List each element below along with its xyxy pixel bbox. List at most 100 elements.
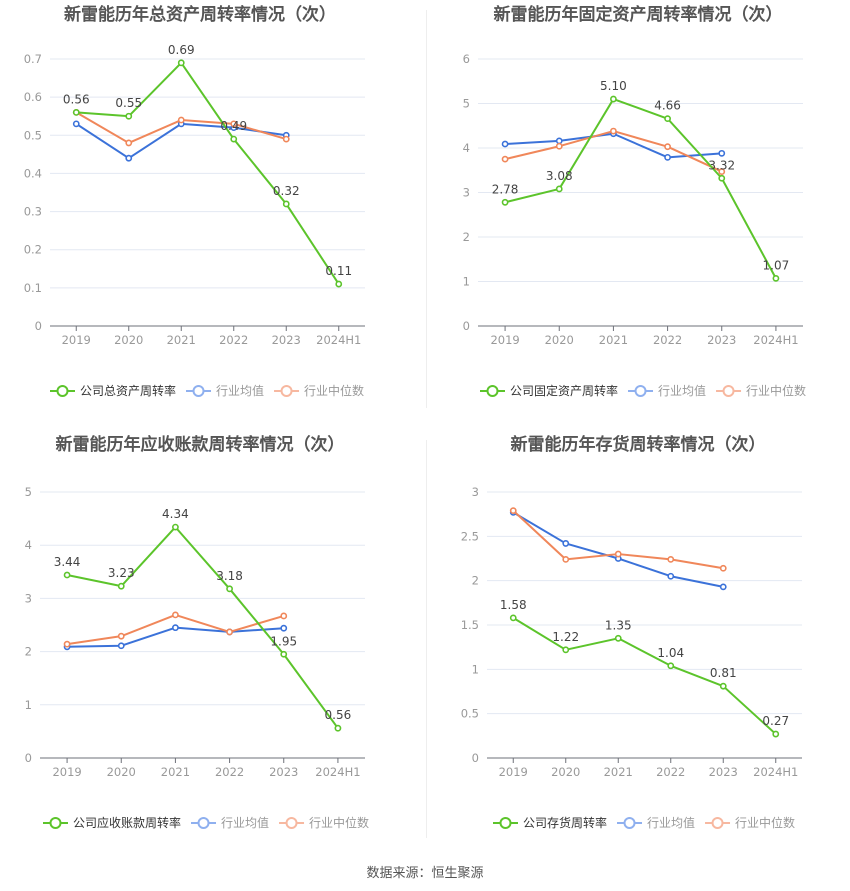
data-label: 0.69 <box>168 43 195 57</box>
legend-item-company[interactable]: 公司应收账款周转率 <box>43 815 181 830</box>
data-point-company <box>772 730 780 738</box>
data-point-median <box>555 142 563 150</box>
data-label: 3.08 <box>546 169 573 183</box>
y-tick-label: 0.2 <box>24 243 42 257</box>
legend-marker-icon <box>623 817 636 829</box>
y-tick-label: 5 <box>463 97 470 111</box>
chart-svg: 新雷能历年总资产周转率情况（次） 0 0.1 0.2 0.3 0.4 0.5 0.6 0.7 20… <box>24 4 365 398</box>
data-label: 0.56 <box>325 708 352 722</box>
legend-marker-icon <box>711 817 724 829</box>
data-point-median <box>509 507 517 515</box>
y-tick-label: 4 <box>25 538 32 552</box>
panel-divider <box>426 440 427 838</box>
legend-item-median[interactable]: 行业中位数 <box>705 815 795 830</box>
data-point-median <box>501 155 509 163</box>
data-label: 1.35 <box>605 618 632 632</box>
legend-marker-icon <box>192 385 205 397</box>
data-label: 5.10 <box>600 79 627 93</box>
data-point-company <box>562 646 570 654</box>
data-label: 1.58 <box>500 598 527 612</box>
legend-marker-icon <box>499 817 512 829</box>
data-label: 0.81 <box>710 666 737 680</box>
series-line-company <box>504 98 777 279</box>
y-tick-label: 0.1 <box>24 281 42 295</box>
chart-title: 新雷能历年应收账款周转率情况（次） <box>56 434 345 455</box>
data-label: 3.44 <box>54 555 81 569</box>
chart-fixed-asset-turnover: 新雷能历年固定资产周转率情况（次） 0 1 2 3 4 5 6 2019 2020 2021 2022… <box>425 0 850 430</box>
data-point-median <box>117 632 125 640</box>
data-point-median <box>282 135 290 143</box>
chart-total-asset-turnover: 新雷能历年总资产周转率情况（次） 0 0.1 0.2 0.3 0.4 0.5 0.6 0.7 20… <box>0 0 425 430</box>
data-point-average <box>72 120 80 128</box>
data-point-company <box>282 200 290 208</box>
y-tick-label: 5 <box>25 485 32 499</box>
chart-inventory-turnover: 新雷能历年存货周转率情况（次） 0 0.5 1 1.5 2 2.5 3 2019 2020 2021… <box>425 430 850 860</box>
legend-item-company[interactable]: 公司固定资产周转率 <box>480 383 618 398</box>
x-tick-label: 2019 <box>62 333 91 347</box>
chart-title: 新雷能历年固定资产周转率情况（次） <box>494 4 783 25</box>
data-label: 3.32 <box>708 158 735 172</box>
y-tick-label: 0 <box>25 751 32 765</box>
x-tick-label: 2024H1 <box>753 765 798 779</box>
y-tick-label: 0 <box>463 319 470 333</box>
legend-label: 公司总资产周转率 <box>80 383 176 398</box>
data-point-company <box>226 585 233 593</box>
data-point-company <box>719 682 727 690</box>
data-point-average <box>280 624 288 632</box>
data-point-company <box>555 185 563 193</box>
legend-label: 行业均值 <box>221 815 269 830</box>
x-tick-label: 2019 <box>499 765 528 779</box>
legend-label: 行业中位数 <box>735 815 795 830</box>
data-label: 0.56 <box>63 92 90 106</box>
legend-item-average[interactable]: 行业均值 <box>186 383 264 398</box>
data-label: 0.27 <box>762 714 789 728</box>
x-tick-label: 2023 <box>272 333 301 347</box>
chart-svg: 新雷能历年存货周转率情况（次） 0 0.5 1 1.5 2 2.5 3 2019 2020 2021… <box>461 434 802 830</box>
data-point-company <box>509 614 517 622</box>
series-line-company <box>512 617 777 735</box>
data-point-average <box>172 624 179 632</box>
y-tick-label: 6 <box>463 52 470 66</box>
data-label: 1.22 <box>552 630 579 644</box>
data-label: 4.34 <box>162 507 189 521</box>
series-line-average <box>505 132 722 159</box>
y-tick-label: 1 <box>463 275 470 289</box>
data-point-median <box>614 550 622 558</box>
y-tick-label: 2 <box>472 574 479 588</box>
y-tick-label: 0.7 <box>24 52 42 66</box>
legend-item-median[interactable]: 行业中位数 <box>716 383 806 398</box>
data-point-average <box>667 572 675 580</box>
data-label: 1.95 <box>270 634 297 648</box>
data-point-average <box>718 149 726 157</box>
data-point-company <box>610 95 617 103</box>
legend-item-company[interactable]: 公司存货周转率 <box>493 815 607 830</box>
x-tick-label: 2019 <box>52 765 81 779</box>
data-point-median <box>562 555 570 563</box>
data-point-company <box>125 112 133 120</box>
data-point-company <box>614 634 622 642</box>
legend-item-average[interactable]: 行业均值 <box>617 815 695 830</box>
x-tick-label: 2020 <box>551 765 580 779</box>
x-tick-label: 2021 <box>599 333 628 347</box>
x-tick-label: 2023 <box>269 765 298 779</box>
legend-item-median[interactable]: 行业中位数 <box>279 815 369 830</box>
y-tick-label: 1.5 <box>461 618 479 632</box>
series-line-company <box>76 61 340 285</box>
y-tick-label: 0.5 <box>24 128 42 142</box>
x-tick-label: 2020 <box>107 765 136 779</box>
y-tick-label: 0.3 <box>24 205 42 219</box>
y-tick-label: 0 <box>472 751 479 765</box>
y-tick-label: 0.5 <box>461 707 479 721</box>
legend-item-average[interactable]: 行业均值 <box>628 383 706 398</box>
data-point-average <box>664 153 671 161</box>
data-point-company <box>177 59 185 67</box>
legend-item-company[interactable]: 公司总资产周转率 <box>50 383 176 398</box>
data-point-median <box>226 628 233 636</box>
legend-item-median[interactable]: 行业中位数 <box>274 383 364 398</box>
x-tick-label: 2024H1 <box>753 333 798 347</box>
legend-marker-icon <box>486 385 499 397</box>
y-tick-label: 3 <box>463 186 470 200</box>
legend-marker-icon <box>634 385 647 397</box>
chart-svg: 新雷能历年应收账款周转率情况（次） 0 1 2 3 4 5 2019 2020 2021 2022 2… <box>25 434 369 830</box>
legend-item-average[interactable]: 行业均值 <box>191 815 269 830</box>
